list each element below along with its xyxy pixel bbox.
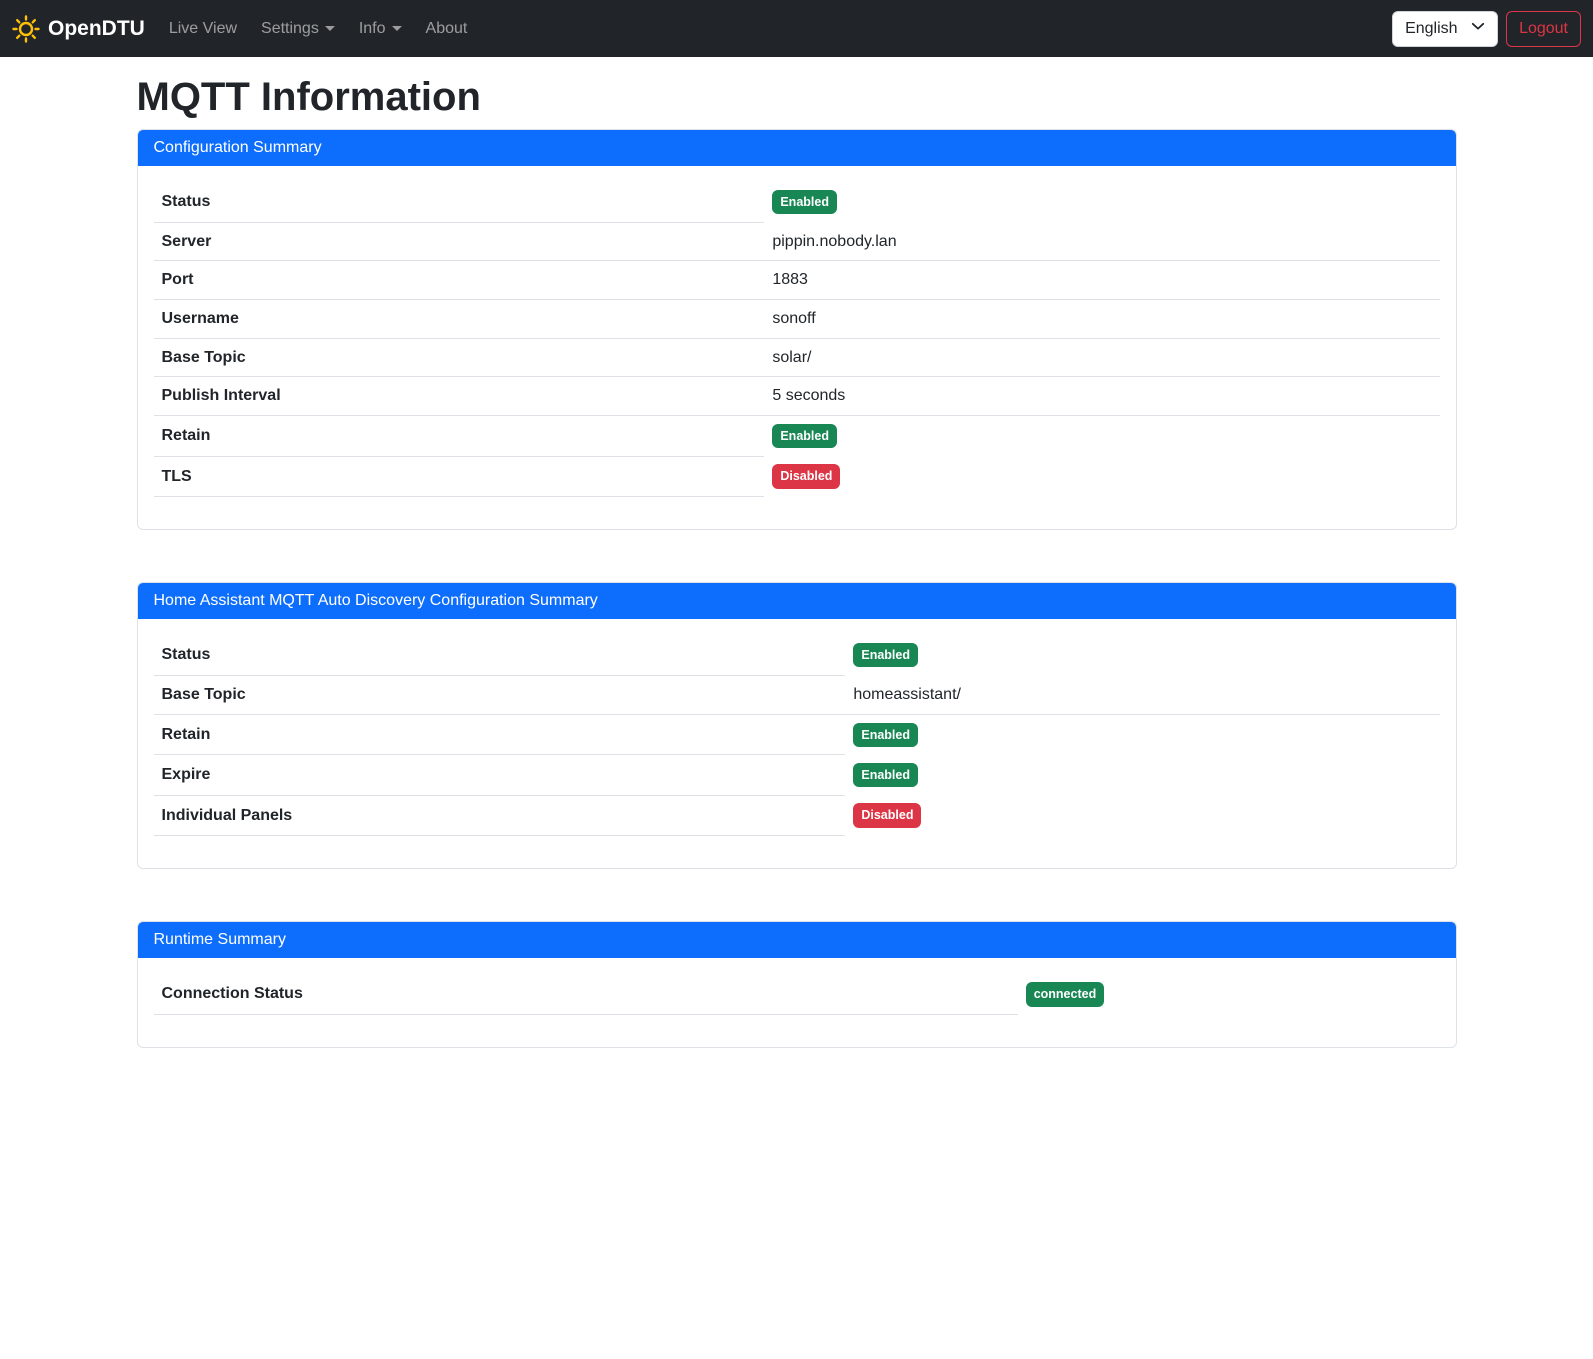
card-body: Status Enabled Server pippin.nobody.lan Port… [138, 166, 1456, 529]
info-table: Status Enabled Server pippin.nobody.lan Port… [153, 182, 1440, 498]
row-value: Enabled [845, 755, 1439, 795]
page-title: MQTT Information [136, 75, 481, 119]
info-table: Status Enabled Base Topic homeassistant/Ret… [153, 635, 1440, 837]
card-configuration-summary: Configuration Summary Status Enabled Serve… [136, 129, 1457, 531]
row-label: Retain [153, 415, 765, 457]
table-row: Base Topic solar/ [153, 338, 1440, 378]
navbar-right: English Logout [1392, 10, 1581, 47]
nav-item-live-view[interactable]: Live View [161, 12, 245, 46]
row-value: connected [1018, 974, 1440, 1014]
chevron-down-icon [1471, 17, 1485, 41]
nav-item-about[interactable]: About [418, 12, 476, 46]
table-row: Retain Enabled [153, 415, 1440, 457]
nav-item-label: Settings [261, 19, 319, 37]
table-row: Status Enabled [153, 182, 1440, 223]
row-value: Enabled [764, 415, 1439, 456]
nav-item-info[interactable]: Info [351, 12, 410, 46]
row-label: Username [153, 299, 765, 339]
row-label: Expire [153, 754, 846, 796]
caret-down-icon [391, 26, 402, 31]
row-label: Base Topic [153, 338, 765, 378]
status-badge: Enabled [772, 190, 837, 215]
row-label: Status [153, 182, 765, 223]
table-row: Retain Enabled [153, 714, 1440, 756]
row-value: Enabled [764, 182, 1439, 222]
row-label: Connection Status [153, 974, 1018, 1016]
nav-item-label: Info [358, 19, 386, 37]
main-content: MQTT Information Configuration Summary S… [125, 73, 1469, 1049]
info-table: Connection Status connected [153, 974, 1440, 1016]
row-value: solar/ [764, 338, 1440, 378]
row-value: Enabled [845, 635, 1439, 675]
table-row: Base Topic homeassistant/ [153, 675, 1440, 715]
language-select-value: English [1405, 19, 1458, 37]
row-value: sonoff [764, 299, 1440, 339]
row-label: Status [153, 635, 846, 676]
row-value: Enabled [845, 714, 1439, 755]
table-row: Username sonoff [153, 299, 1440, 339]
table-row: Publish Interval 5 seconds [153, 376, 1440, 416]
brand-link[interactable]: OpenDTU [12, 14, 145, 43]
nav-item-label: Live View [168, 19, 238, 37]
card-runtime-summary: Runtime Summary Connection Status connect… [136, 921, 1457, 1049]
table-row: Connection Status connected [153, 974, 1440, 1016]
status-badge: Enabled [853, 762, 918, 788]
status-badge: Enabled [853, 643, 918, 668]
brand-label: OpenDTU [48, 16, 145, 40]
card-body: Connection Status connected [138, 958, 1456, 1047]
nav-item-label: About [425, 19, 468, 37]
nav-items: Live View Settings Info About [161, 12, 484, 46]
row-value: Disabled [845, 795, 1439, 835]
row-label: Base Topic [153, 675, 846, 715]
card-header: Runtime Summary [137, 922, 1456, 959]
row-value: Disabled [764, 456, 1439, 496]
row-label: TLS [153, 456, 765, 498]
table-row: Status Enabled [153, 635, 1440, 676]
card-body: Status Enabled Base Topic homeassistant/Ret… [138, 619, 1456, 868]
status-badge: Enabled [853, 722, 918, 747]
row-value: pippin.nobody.lan [764, 222, 1440, 262]
status-badge: connected [1025, 982, 1105, 1007]
row-value: 1883 [764, 260, 1440, 301]
table-row: TLS Disabled [153, 456, 1440, 498]
status-badge: Enabled [772, 423, 837, 449]
logout-button[interactable]: Logout [1506, 10, 1581, 47]
table-row: Server pippin.nobody.lan [153, 222, 1440, 262]
navbar-left: OpenDTU Live View Settings Info About [12, 12, 483, 46]
card-hass-auto-discovery-summary: Home Assistant MQTT Auto Discovery Confi… [136, 582, 1457, 870]
row-value: 5 seconds [764, 376, 1440, 416]
nav-item-settings[interactable]: Settings [253, 12, 343, 46]
row-label: Retain [153, 714, 846, 756]
row-label: Port [153, 260, 765, 301]
row-value: homeassistant/ [845, 675, 1440, 715]
navbar: OpenDTU Live View Settings Info About Engli… [0, 0, 1593, 57]
row-label: Server [153, 222, 765, 262]
card-header: Configuration Summary [137, 130, 1456, 166]
language-select[interactable]: English [1392, 10, 1499, 47]
row-label: Individual Panels [153, 795, 846, 837]
table-row: Individual Panels Disabled [153, 795, 1440, 837]
sun-icon [12, 14, 40, 43]
status-badge: Disabled [772, 464, 841, 489]
table-row: Expire Enabled [153, 754, 1440, 796]
caret-down-icon [324, 26, 335, 31]
status-badge: Disabled [853, 803, 922, 828]
row-label: Publish Interval [153, 376, 765, 416]
card-header: Home Assistant MQTT Auto Discovery Confi… [137, 583, 1456, 620]
table-row: Port 1883 [153, 260, 1440, 301]
